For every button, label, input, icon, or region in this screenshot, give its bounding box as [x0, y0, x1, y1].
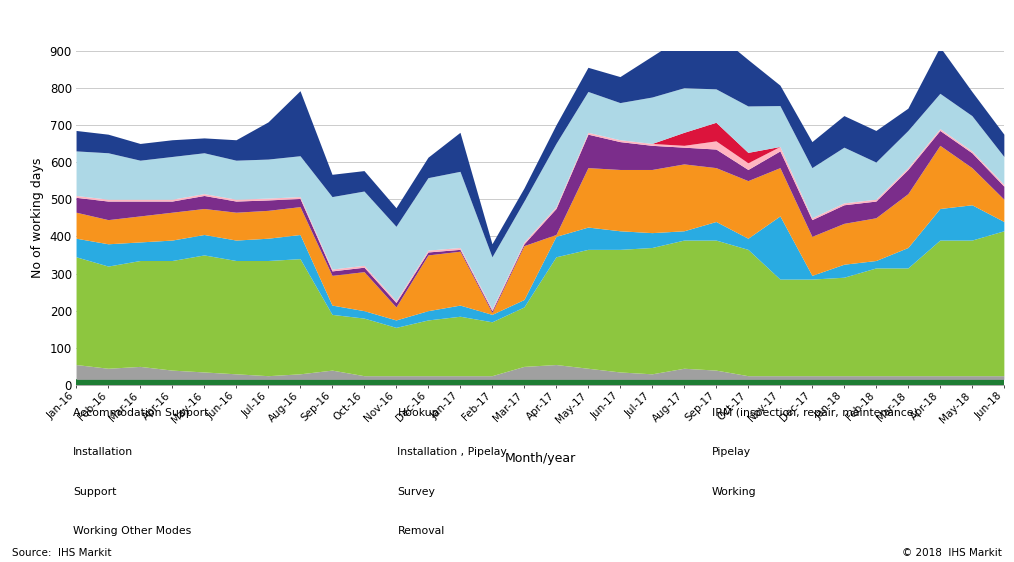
- Text: Installation , Pipelay: Installation , Pipelay: [397, 447, 507, 457]
- Text: Survey: Survey: [397, 487, 435, 497]
- X-axis label: Month/year: Month/year: [504, 452, 576, 465]
- Text: Hookup: Hookup: [397, 408, 439, 418]
- Text: Installation: Installation: [73, 447, 133, 457]
- Y-axis label: No of working days: No of working days: [31, 157, 44, 278]
- Text: © 2018  IHS Markit: © 2018 IHS Markit: [902, 547, 1002, 558]
- Text: Working Other Modes: Working Other Modes: [73, 526, 192, 536]
- Text: IRM (inspection, repair, maintenance): IRM (inspection, repair, maintenance): [712, 408, 918, 418]
- Text: Source:  IHS Markit: Source: IHS Markit: [12, 547, 112, 558]
- Text: Accommodation Support: Accommodation Support: [73, 408, 209, 418]
- Text: Support: Support: [73, 487, 117, 497]
- Text: Working: Working: [712, 487, 756, 497]
- Text: Pipelay: Pipelay: [712, 447, 751, 457]
- Text: Removal: Removal: [397, 526, 445, 536]
- Text: Global  working days and activity for heavy lift vessel: Global working days and activity for hea…: [12, 16, 515, 34]
